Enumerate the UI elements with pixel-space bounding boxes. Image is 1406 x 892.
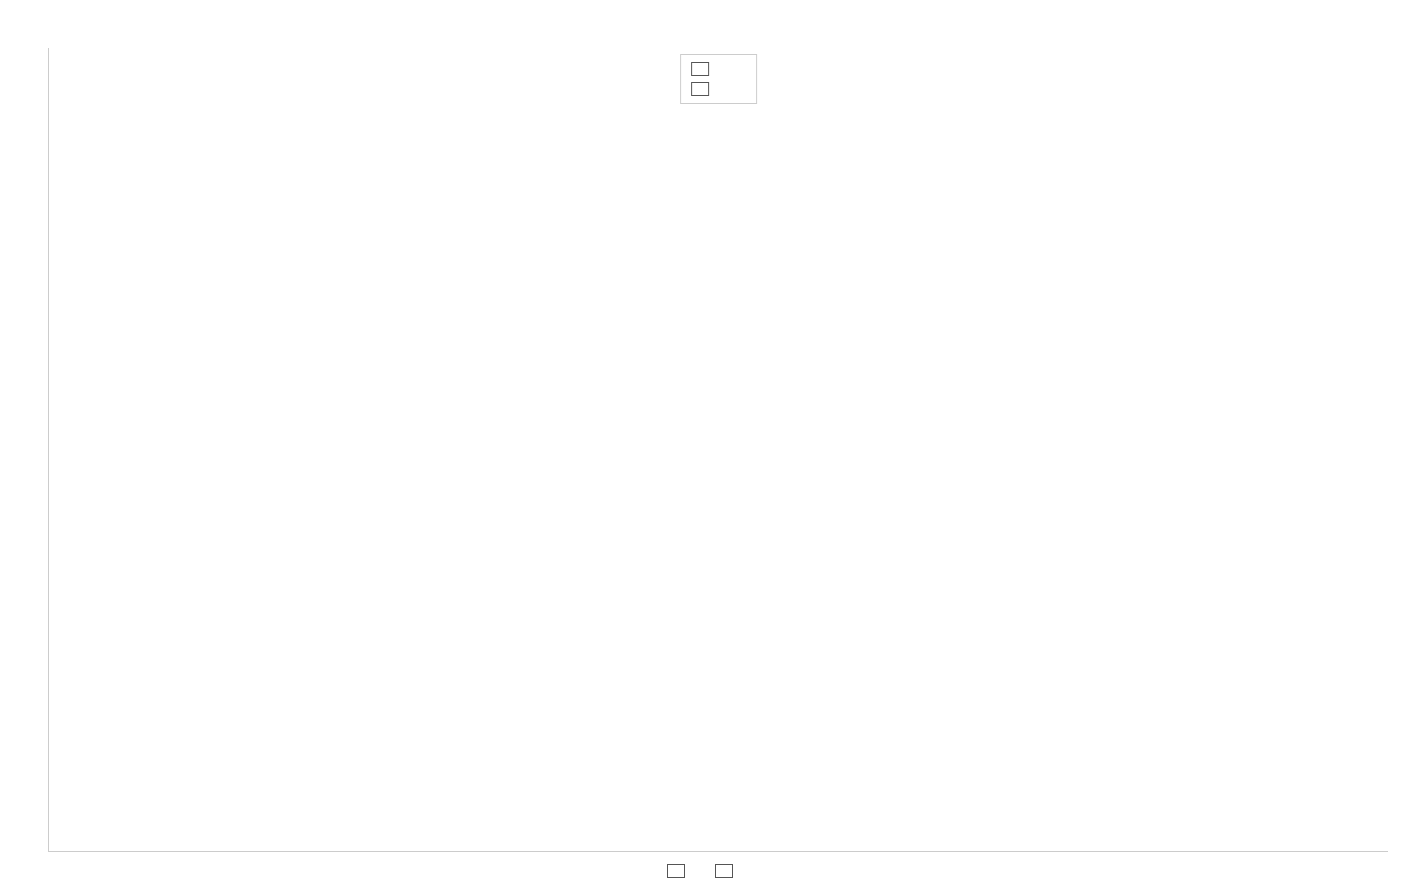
series-legend bbox=[667, 864, 739, 878]
swatch-taiwanese bbox=[691, 62, 709, 76]
scatter-chart bbox=[48, 48, 1388, 852]
correlation-legend bbox=[680, 54, 758, 104]
legend-item-africans bbox=[715, 864, 739, 878]
legend-item-taiwanese bbox=[667, 864, 691, 878]
swatch-taiwanese bbox=[667, 864, 685, 878]
legend-row-africans bbox=[691, 79, 747, 99]
swatch-africans bbox=[691, 82, 709, 96]
chart-header bbox=[0, 0, 1406, 20]
swatch-africans bbox=[715, 864, 733, 878]
legend-row-taiwanese bbox=[691, 59, 747, 79]
